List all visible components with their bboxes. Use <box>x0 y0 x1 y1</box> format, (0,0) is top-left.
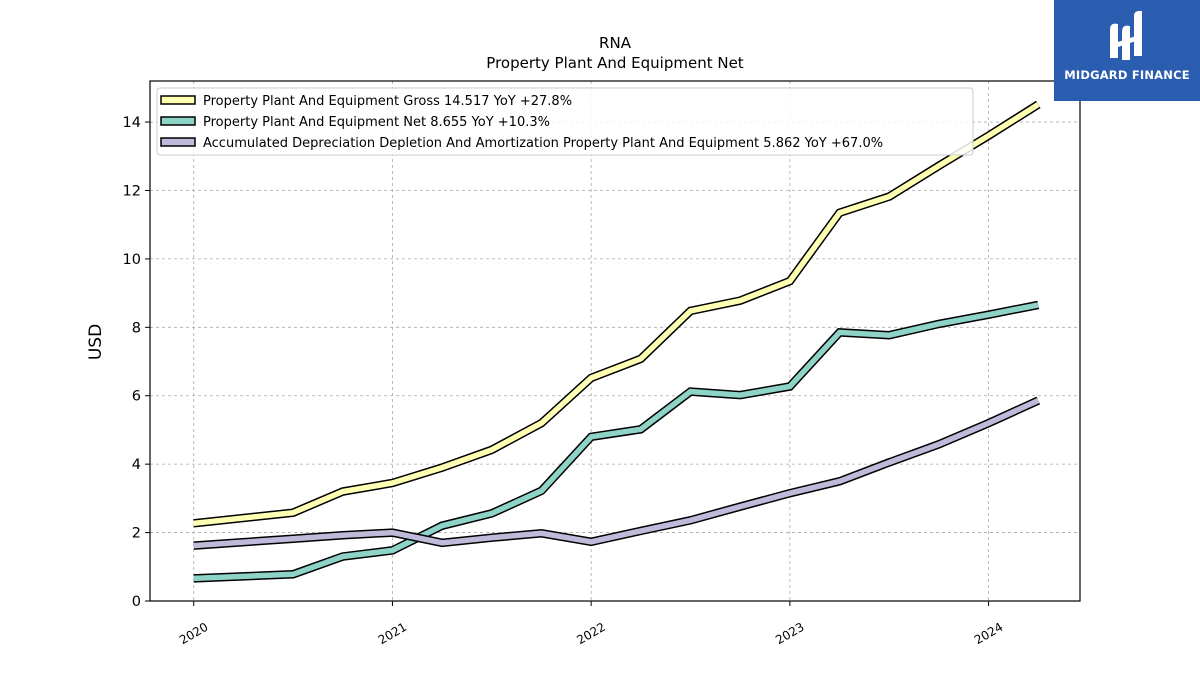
x-tick-label: 2024 <box>972 620 1005 647</box>
legend: Property Plant And Equipment Gross 14.51… <box>156 87 974 156</box>
series-line <box>193 102 1040 527</box>
x-axis: 2020 2021 2022 2023 2024 <box>177 601 1005 647</box>
series-3 <box>193 396 1041 550</box>
legend-swatch <box>160 116 196 126</box>
logo-text: MIDGARD FINANCE <box>1064 68 1190 82</box>
plot-frame <box>149 80 1081 602</box>
series-line <box>193 397 1040 549</box>
y-tick-label: 4 <box>132 457 141 473</box>
y-tick-label: 10 <box>123 252 141 268</box>
grid <box>150 81 1080 602</box>
legend-swatch <box>160 137 196 147</box>
legend-label: Property Plant And Equipment Gross 14.51… <box>203 94 572 109</box>
y-tick-label: 6 <box>132 389 141 405</box>
x-tick-label: 2020 <box>177 620 210 647</box>
brand-logo: MIDGARD FINANCE <box>1054 0 1200 101</box>
legend-label: Accumulated Depreciation Depletion And A… <box>203 136 883 151</box>
y-tick-label: 0 <box>132 594 141 610</box>
y-tick-label: 8 <box>132 320 141 336</box>
series-layer <box>193 100 1041 583</box>
x-tick-label: 2021 <box>376 620 409 647</box>
logo-mark-icon <box>1110 10 1142 61</box>
legend-box <box>156 87 974 156</box>
series-line-outline <box>193 100 1041 528</box>
series-line-outline <box>193 396 1041 550</box>
chart-title: RNA <box>599 34 632 52</box>
x-tick-label: 2022 <box>574 620 607 647</box>
legend-swatch <box>160 95 196 105</box>
series-1 <box>193 100 1041 528</box>
x-tick-label: 2023 <box>773 620 806 647</box>
series-2 <box>193 300 1040 583</box>
chart-subtitle: Property Plant And Equipment Net <box>486 54 743 72</box>
legend-label: Property Plant And Equipment Net 8.655 Y… <box>203 115 550 130</box>
series-line <box>193 302 1039 582</box>
y-axis-label: USD <box>86 324 106 360</box>
y-axis: 0 2 4 6 8 10 12 14 <box>123 115 150 610</box>
y-tick-label: 2 <box>132 526 141 542</box>
y-tick-label: 14 <box>123 115 141 131</box>
y-tick-label: 12 <box>123 183 141 199</box>
